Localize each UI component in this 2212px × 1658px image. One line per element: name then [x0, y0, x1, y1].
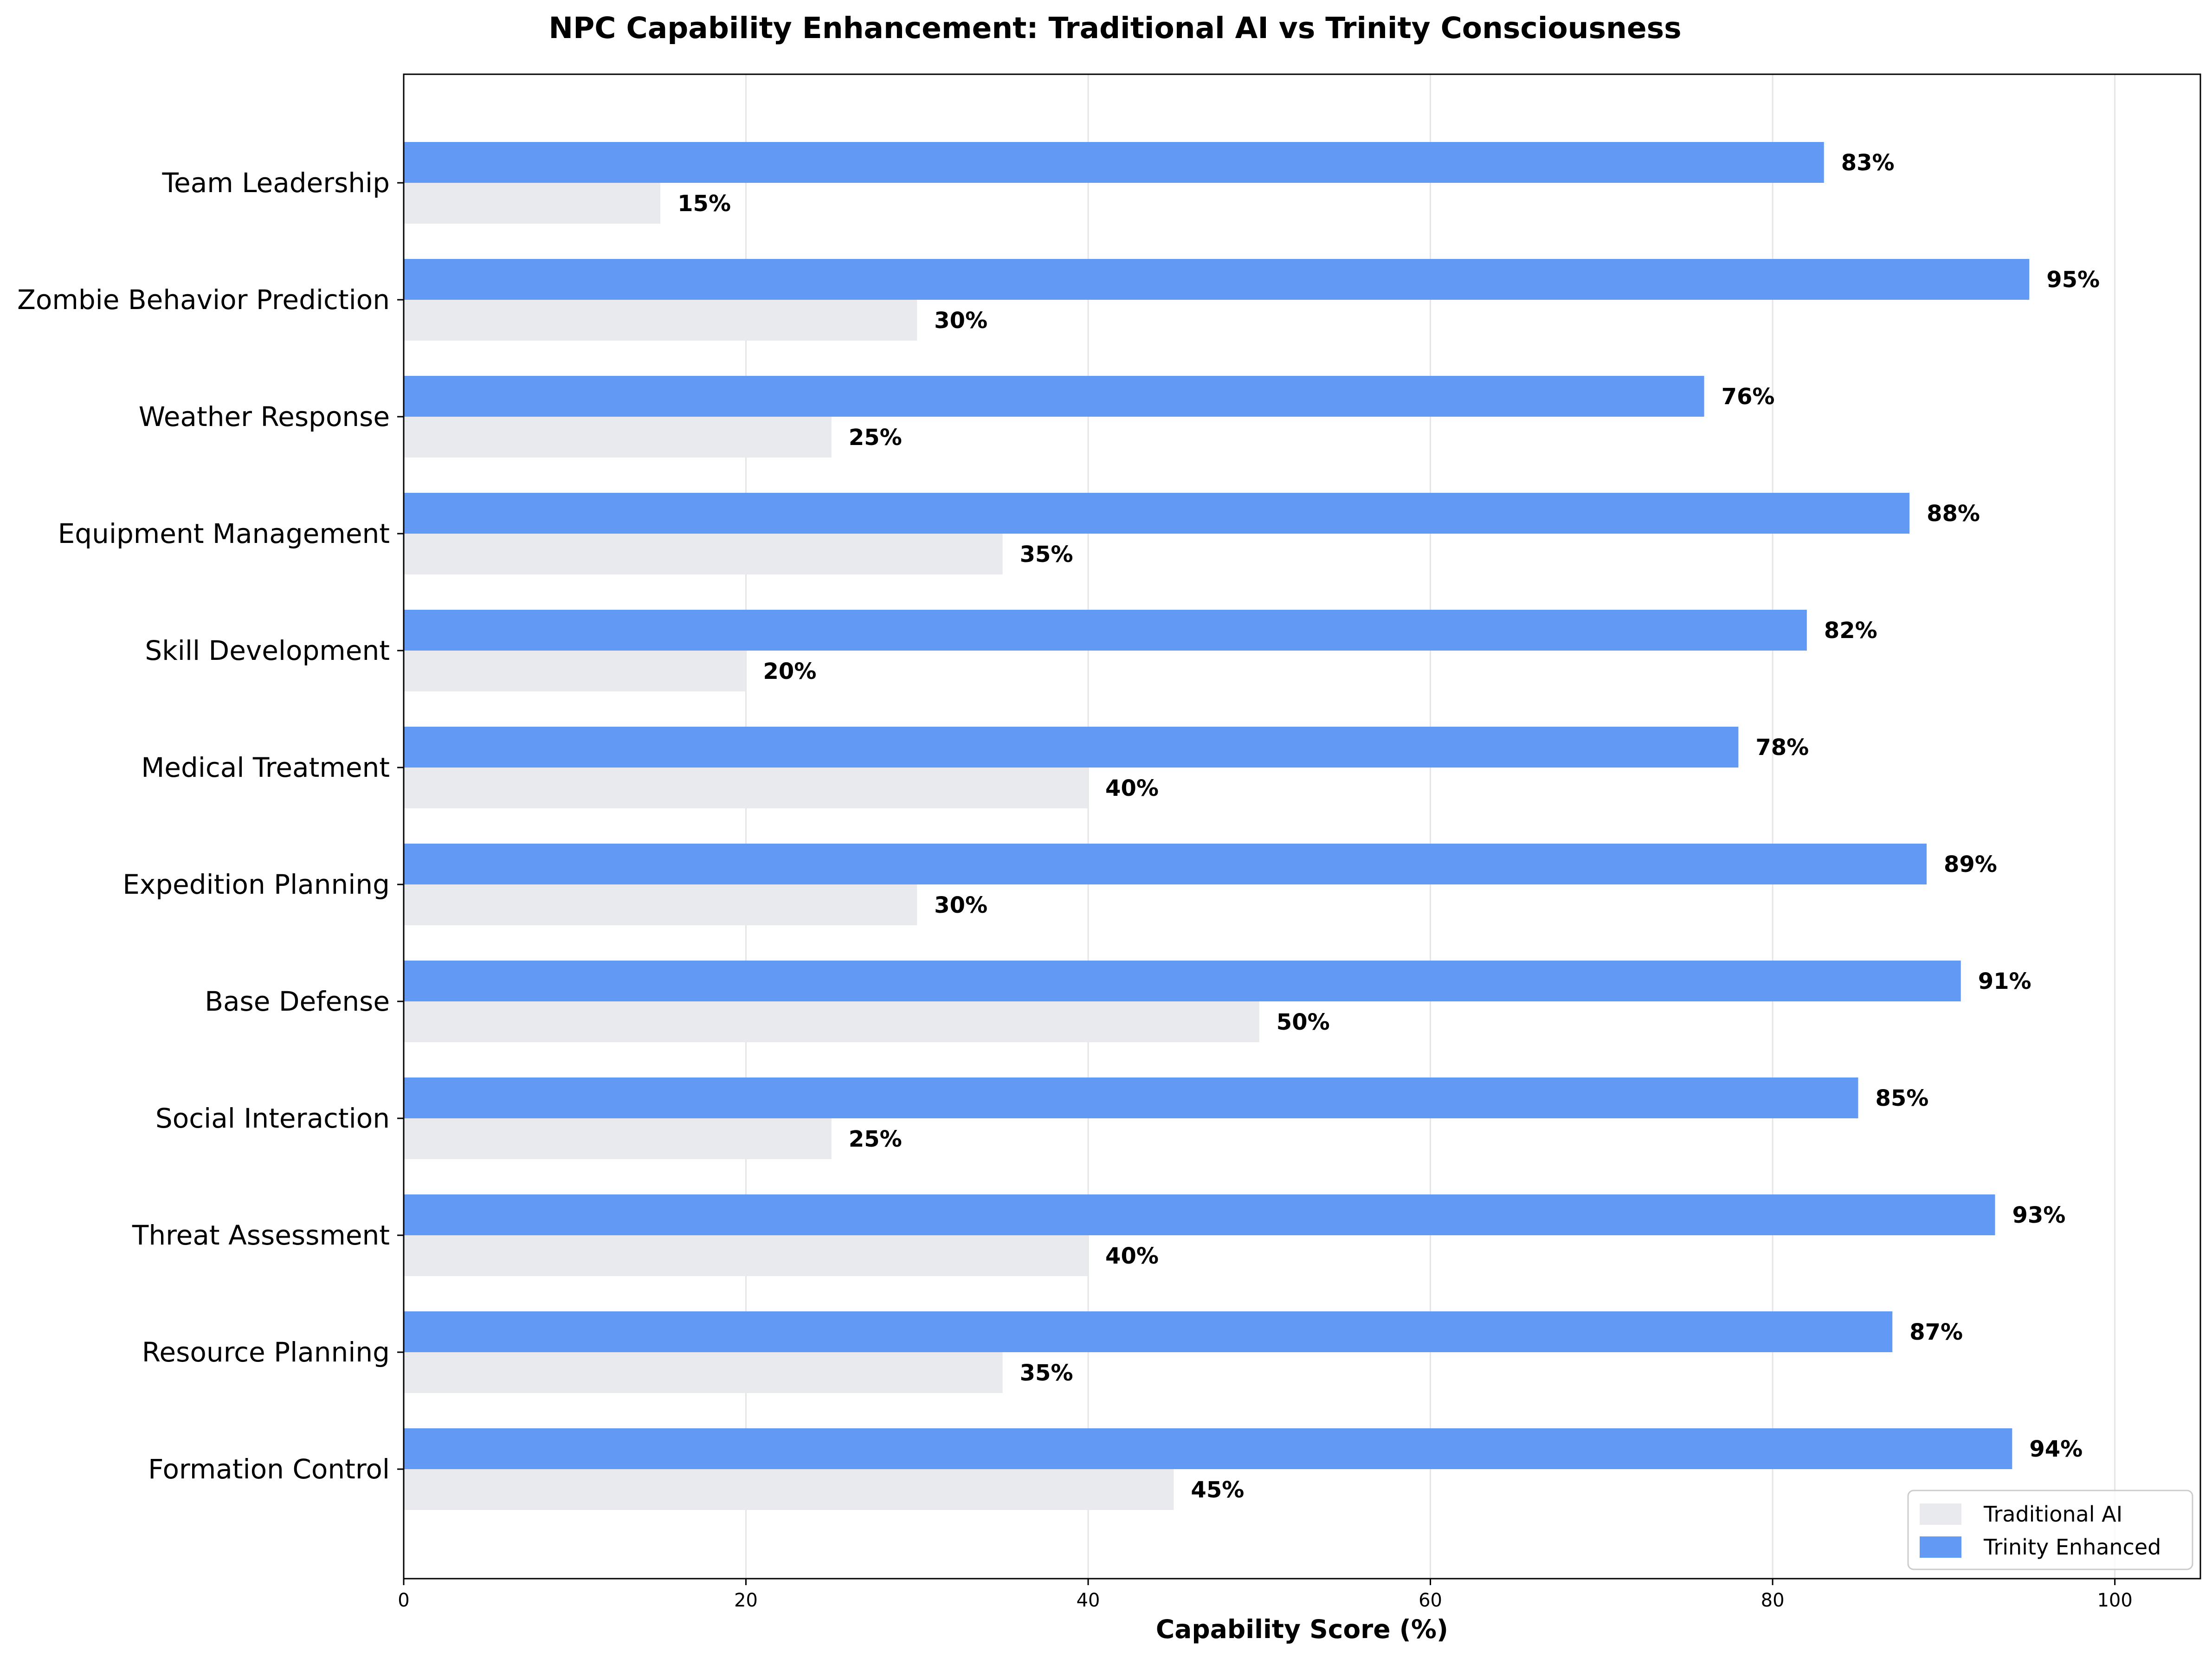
y-tick-label: Base Defense	[205, 986, 390, 1017]
data-label-trinity: 91%	[1978, 968, 2031, 994]
data-label-traditional: 30%	[934, 308, 987, 334]
bar-trinity-enhanced	[404, 727, 1739, 768]
bar-trinity-enhanced	[404, 1194, 1995, 1235]
x-axis: 0 20 40 60 80 100	[398, 1579, 2133, 1611]
bar-trinity-enhanced	[404, 844, 1927, 884]
data-label-traditional: 25%	[849, 425, 902, 451]
bar-trinity-enhanced	[404, 493, 1910, 534]
y-tick-label: Formation Control	[148, 1453, 390, 1485]
bar-traditional-ai	[404, 1235, 1089, 1276]
data-label-trinity: 89%	[1944, 852, 1997, 877]
y-tick-label: Expedition Planning	[123, 869, 390, 900]
x-tick-label: 40	[1077, 1590, 1100, 1611]
data-label-trinity: 94%	[2029, 1436, 2083, 1462]
x-tick-label: 100	[2097, 1590, 2132, 1611]
bar-traditional-ai	[404, 183, 661, 224]
bar-traditional-ai	[404, 884, 917, 925]
x-tick-label: 20	[734, 1590, 758, 1611]
data-label-traditional: 25%	[849, 1126, 902, 1152]
x-axis-label: Capability Score (%)	[1156, 1614, 1448, 1644]
bar-trinity-enhanced	[404, 376, 1704, 417]
bar-traditional-ai	[404, 534, 1003, 574]
data-label-traditional: 50%	[1277, 1009, 1330, 1035]
bar-traditional-ai	[404, 1352, 1003, 1393]
bar-trinity-enhanced	[404, 610, 1807, 651]
data-labels: 94% 45% 87% 35% 93% 40% 85% 25% 91% 50% 89% 30% 78% 4…	[677, 150, 2100, 1503]
y-tick-label: Social Interaction	[155, 1103, 390, 1134]
data-label-traditional: 35%	[1020, 542, 1073, 568]
x-tick-label: 0	[398, 1590, 409, 1611]
x-tick-label: 60	[1419, 1590, 1442, 1611]
data-label-trinity: 95%	[2046, 267, 2100, 293]
plot-frame	[403, 73, 2201, 1580]
y-tick-label: Weather Response	[139, 401, 390, 432]
bars	[404, 142, 2030, 1510]
data-label-traditional: 35%	[1020, 1360, 1073, 1386]
data-label-trinity: 85%	[1875, 1085, 1928, 1111]
data-label-traditional: 40%	[1105, 775, 1159, 801]
y-tick-label: Equipment Management	[58, 518, 390, 549]
y-tick-label: Zombie Behavior Prediction	[17, 284, 390, 316]
data-label-trinity: 93%	[2012, 1202, 2065, 1228]
y-tick-label: Team Leadership	[161, 167, 390, 199]
bar-traditional-ai	[404, 1469, 1174, 1510]
legend-label-traditional: Traditional AI	[1983, 1502, 2122, 1527]
data-label-traditional: 45%	[1191, 1477, 1244, 1503]
data-label-trinity: 83%	[1841, 150, 1895, 176]
bar-traditional-ai	[404, 651, 746, 691]
legend: Traditional AI Trinity Enhanced	[1907, 1490, 2193, 1570]
bar-traditional-ai	[404, 1118, 832, 1159]
bar-trinity-enhanced	[404, 259, 2030, 300]
x-tick-label: 80	[1761, 1590, 1785, 1611]
data-label-traditional: 20%	[763, 658, 817, 684]
bar-traditional-ai	[404, 417, 832, 458]
bar-trinity-enhanced	[404, 142, 1824, 183]
y-tick-label: Threat Assessment	[132, 1219, 390, 1251]
data-label-traditional: 30%	[934, 892, 987, 918]
data-label-traditional: 40%	[1105, 1243, 1159, 1269]
y-tick-label: Skill Development	[145, 635, 390, 666]
bar-trinity-enhanced	[404, 1311, 1893, 1352]
data-label-trinity: 88%	[1927, 501, 1980, 527]
bar-trinity-enhanced	[404, 961, 1961, 1001]
legend-label-trinity: Trinity Enhanced	[1983, 1535, 2161, 1560]
data-label-trinity: 76%	[1722, 384, 1775, 410]
y-tick-label: Medical Treatment	[141, 752, 390, 783]
y-tick-label: Resource Planning	[142, 1336, 390, 1368]
data-label-traditional: 15%	[677, 191, 731, 217]
legend-swatch-traditional	[1920, 1503, 1961, 1525]
data-label-trinity: 87%	[1909, 1319, 1963, 1345]
legend-box	[1907, 1490, 2193, 1570]
bar-trinity-enhanced	[404, 1428, 2012, 1469]
bar-traditional-ai	[404, 768, 1089, 808]
bar-trinity-enhanced	[404, 1077, 1858, 1118]
data-label-trinity: 82%	[1824, 618, 1877, 644]
bar-traditional-ai	[404, 1001, 1259, 1042]
bar-traditional-ai	[404, 300, 917, 341]
legend-swatch-trinity	[1920, 1536, 1961, 1558]
data-label-trinity: 78%	[1755, 735, 1809, 761]
chart-title: NPC Capability Enhancement: Traditional …	[548, 11, 1681, 45]
y-axis: Formation Control Resource Planning Threat…	[17, 167, 404, 1485]
